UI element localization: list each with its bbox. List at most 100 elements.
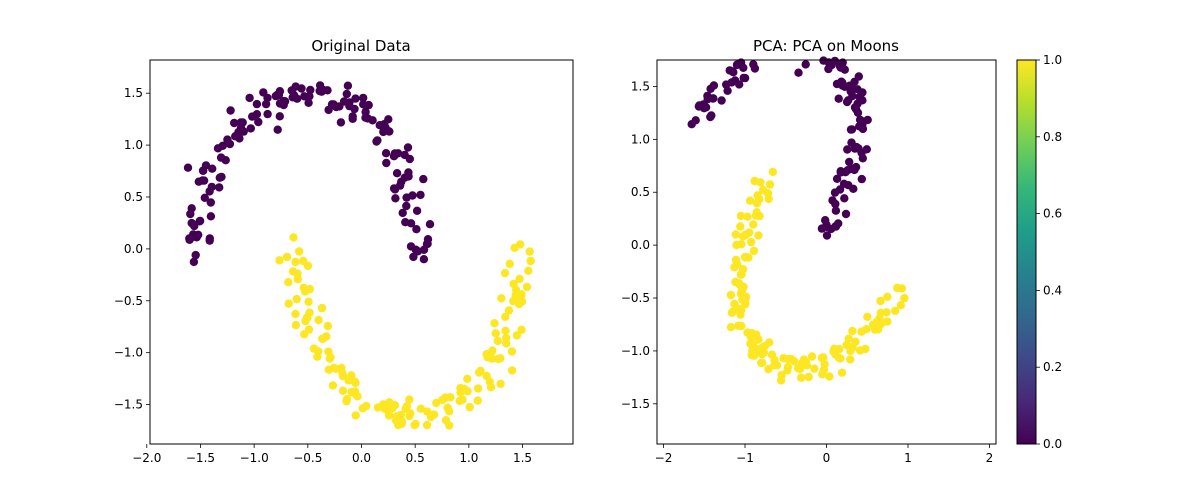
scatter-point-class-1 xyxy=(422,420,432,430)
scatter-point-class-0 xyxy=(275,112,284,121)
scatter-point-class-0 xyxy=(831,206,841,215)
scatter-point-class-0 xyxy=(834,219,843,228)
scatter-point-class-0 xyxy=(706,84,715,94)
scatter-point-class-0 xyxy=(425,220,435,229)
scatter-point-class-1 xyxy=(844,334,853,343)
scatter-point-class-1 xyxy=(733,259,742,269)
x-tick-label: −1 xyxy=(736,451,754,465)
scatter-point-class-1 xyxy=(318,334,327,343)
scatter-point-class-0 xyxy=(208,164,217,173)
scatter-point-class-1 xyxy=(488,346,497,355)
scatter-point-class-1 xyxy=(501,326,510,335)
scatter-point-class-1 xyxy=(736,222,745,231)
scatter-point-class-0 xyxy=(252,99,262,109)
scatter-point-class-0 xyxy=(863,115,872,125)
scatter-point-class-1 xyxy=(900,293,909,303)
x-tick-label: 1.0 xyxy=(459,451,478,465)
scatter-point-class-0 xyxy=(213,144,223,153)
scatter-point-class-0 xyxy=(336,118,346,127)
scatter-point-class-0 xyxy=(419,174,428,184)
scatter-point-class-1 xyxy=(772,361,782,370)
scatter-point-class-1 xyxy=(749,220,758,229)
scatter-point-class-1 xyxy=(751,211,761,220)
scatter-point-class-1 xyxy=(416,404,426,413)
scatter-point-class-0 xyxy=(215,173,224,182)
scatter-point-class-0 xyxy=(223,135,232,144)
scatter-point-class-0 xyxy=(735,80,744,89)
scatter-point-class-0 xyxy=(373,136,382,145)
scatter-point-class-1 xyxy=(441,416,451,425)
scatter-point-class-0 xyxy=(858,88,867,97)
scatter-point-class-0 xyxy=(835,185,845,194)
scatter-point-class-0 xyxy=(191,250,200,260)
scatter-point-class-0 xyxy=(706,112,715,122)
scatter-point-class-1 xyxy=(362,401,371,411)
scatter-point-class-1 xyxy=(741,230,750,239)
scatter-point-class-0 xyxy=(185,235,194,244)
scatter-point-class-1 xyxy=(397,417,407,426)
scatter-point-class-0 xyxy=(395,181,405,190)
scatter-point-class-0 xyxy=(828,196,837,205)
pca-points xyxy=(687,56,909,385)
pca-y-ticks: −1.5 −1.0 −0.5 0.0 0.5 1.0 1.5 xyxy=(621,79,657,411)
original-data-x-ticks: −2.0 −1.5 −1.0 −0.5 0.0 0.5 1.0 1.5 xyxy=(132,444,532,465)
scatter-point-class-1 xyxy=(284,278,293,287)
scatter-point-class-1 xyxy=(323,321,332,331)
scatter-point-class-0 xyxy=(840,194,849,203)
scatter-point-class-1 xyxy=(756,178,765,187)
scatter-point-class-1 xyxy=(338,372,348,381)
scatter-point-class-1 xyxy=(758,349,767,359)
scatter-point-class-0 xyxy=(275,99,285,108)
scatter-point-class-1 xyxy=(432,398,441,408)
x-tick-label: 2 xyxy=(986,451,994,465)
scatter-point-class-0 xyxy=(317,87,326,96)
scatter-point-class-1 xyxy=(458,395,467,404)
scatter-point-class-1 xyxy=(896,301,905,310)
scatter-point-class-0 xyxy=(381,123,390,132)
scatter-point-class-0 xyxy=(306,85,315,95)
scatter-point-class-0 xyxy=(822,220,831,230)
y-tick-label: 1.0 xyxy=(631,132,650,146)
scatter-point-class-1 xyxy=(405,395,414,404)
scatter-point-class-0 xyxy=(195,216,205,226)
scatter-point-class-0 xyxy=(405,154,414,164)
scatter-point-class-1 xyxy=(465,402,474,412)
scatter-point-class-1 xyxy=(779,354,788,363)
scatter-point-class-0 xyxy=(862,145,871,154)
scatter-point-class-1 xyxy=(736,289,746,298)
colorbar-frame xyxy=(1016,59,1037,445)
scatter-point-class-0 xyxy=(842,97,852,107)
scatter-point-class-1 xyxy=(513,291,523,300)
original-data-plot: Original Data −2.0 −1.5 −1.0 −0.5 0.0 0.5 1.0 1… xyxy=(114,37,574,465)
scatter-point-class-1 xyxy=(496,379,505,389)
scatter-point-class-1 xyxy=(734,304,743,314)
scatter-point-class-1 xyxy=(741,298,750,308)
scatter-point-class-0 xyxy=(412,225,421,234)
scatter-point-class-1 xyxy=(515,274,524,284)
scatter-point-class-0 xyxy=(725,66,734,75)
scatter-point-class-0 xyxy=(239,127,248,136)
scatter-point-class-0 xyxy=(273,90,282,100)
scatter-point-class-0 xyxy=(694,102,704,111)
scatter-point-class-1 xyxy=(819,365,829,374)
colorbar-ticks: 0.0 0.2 0.4 0.6 0.8 1.0 xyxy=(1036,53,1062,451)
scatter-point-class-1 xyxy=(726,290,736,300)
scatter-point-class-0 xyxy=(416,190,425,200)
scatter-point-class-0 xyxy=(750,64,760,73)
scatter-point-class-1 xyxy=(502,333,511,343)
scatter-point-class-0 xyxy=(412,206,422,215)
scatter-point-class-0 xyxy=(351,94,360,103)
scatter-point-class-1 xyxy=(507,347,517,356)
scatter-point-class-1 xyxy=(897,284,907,293)
scatter-point-class-1 xyxy=(347,387,356,397)
scatter-point-class-0 xyxy=(843,145,852,154)
scatter-point-class-0 xyxy=(841,168,850,177)
scatter-point-class-1 xyxy=(807,352,817,361)
y-tick-label: −1.0 xyxy=(114,346,143,360)
scatter-point-class-0 xyxy=(382,158,391,168)
scatter-point-class-1 xyxy=(337,363,346,373)
scatter-point-class-1 xyxy=(891,306,900,316)
scatter-point-class-0 xyxy=(198,166,208,175)
colorbar-tick-label: 0.8 xyxy=(1043,130,1062,144)
scatter-point-class-0 xyxy=(226,106,235,115)
